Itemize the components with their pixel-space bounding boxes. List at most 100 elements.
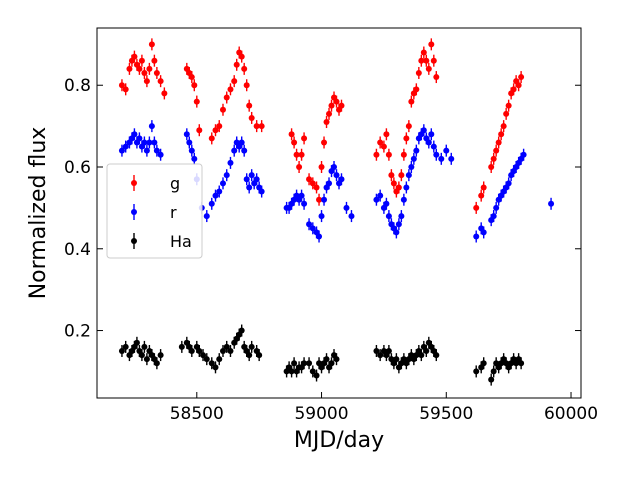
- point-g-31: [238, 50, 245, 63]
- point-r-1: [122, 140, 129, 153]
- point-g-10: [146, 62, 153, 75]
- point-Ha-1: [122, 340, 129, 353]
- point-r-0: [118, 144, 125, 157]
- point-g-96: [518, 71, 525, 84]
- point-r-49: [309, 222, 316, 235]
- point-r-4: [131, 128, 138, 141]
- point-r-106: [520, 148, 527, 161]
- point-Ha-65: [393, 353, 400, 366]
- x-tick-label-60000: 60000: [544, 404, 598, 424]
- point-g-91: [505, 99, 512, 112]
- point-g-69: [405, 120, 412, 133]
- point-Ha-25: [216, 353, 223, 366]
- point-g-14: [157, 75, 164, 88]
- point-g-54: [333, 95, 340, 108]
- point-Ha-97: [518, 357, 525, 370]
- point-Ha-7: [138, 349, 145, 362]
- point-Ha-86: [490, 365, 497, 378]
- point-Ha-53: [323, 353, 330, 366]
- point-g-26: [223, 91, 230, 104]
- point-g-48: [318, 161, 325, 174]
- point-g-39: [291, 136, 298, 149]
- point-r-9: [143, 144, 150, 157]
- point-r-74: [403, 181, 410, 194]
- point-g-74: [418, 54, 425, 67]
- point-g-77: [425, 62, 432, 75]
- point-r-33: [243, 173, 250, 186]
- point-g-36: [253, 120, 260, 133]
- series-g: [118, 38, 525, 214]
- point-r-17: [188, 144, 195, 157]
- point-r-71: [395, 218, 402, 231]
- point-g-70: [408, 95, 415, 108]
- point-g-40: [293, 148, 300, 161]
- point-Ha-9: [143, 353, 150, 366]
- x-tick-label-58500: 58500: [170, 404, 224, 424]
- point-r-35: [248, 169, 255, 182]
- point-Ha-13: [153, 357, 160, 370]
- point-r-55: [326, 177, 333, 190]
- point-g-43: [301, 132, 308, 145]
- point-Ha-26: [219, 344, 226, 357]
- point-g-93: [510, 83, 517, 96]
- point-r-11: [148, 120, 155, 133]
- point-r-32: [241, 144, 248, 157]
- point-g-89: [500, 120, 507, 133]
- point-Ha-82: [473, 365, 480, 378]
- point-g-35: [248, 111, 255, 124]
- point-r-84: [428, 128, 435, 141]
- point-r-62: [348, 210, 355, 223]
- point-Ha-28: [227, 344, 234, 357]
- point-r-14: [157, 148, 164, 161]
- point-r-48: [306, 218, 313, 231]
- point-g-19: [191, 79, 198, 92]
- point-g-27: [227, 83, 234, 96]
- point-g-37: [258, 120, 265, 133]
- point-r-57: [331, 161, 338, 174]
- legend-label-g: g: [170, 174, 180, 193]
- point-g-67: [400, 148, 407, 161]
- point-g-83: [480, 181, 487, 194]
- point-g-12: [151, 54, 158, 67]
- point-r-12: [151, 136, 158, 149]
- point-Ha-15: [178, 340, 185, 353]
- point-r-10: [146, 136, 153, 149]
- point-r-107: [548, 197, 555, 210]
- series-Ha: [118, 324, 525, 386]
- point-r-63: [373, 193, 380, 206]
- data-points: [118, 38, 555, 386]
- point-r-83: [425, 136, 432, 149]
- point-g-51: [326, 107, 333, 120]
- point-g-22: [208, 132, 215, 145]
- point-r-86: [433, 148, 440, 161]
- point-r-75: [405, 169, 412, 182]
- point-g-9: [143, 75, 150, 88]
- point-Ha-55: [328, 357, 335, 370]
- point-g-80: [433, 71, 440, 84]
- point-Ha-41: [288, 365, 295, 378]
- point-r-67: [385, 210, 392, 223]
- point-g-61: [385, 148, 392, 161]
- point-Ha-18: [188, 344, 195, 357]
- legend-entry-r: r: [131, 203, 177, 222]
- point-Ha-75: [418, 349, 425, 362]
- point-g-20: [193, 95, 200, 108]
- point-g-11: [148, 38, 155, 51]
- point-g-46: [313, 181, 320, 194]
- point-Ha-42: [291, 357, 298, 370]
- point-g-68: [403, 132, 410, 145]
- point-g-62: [388, 169, 395, 182]
- point-g-50: [323, 116, 330, 129]
- point-g-76: [423, 54, 430, 67]
- point-g-25: [219, 103, 226, 116]
- point-Ha-47: [306, 357, 313, 370]
- point-Ha-32: [238, 324, 245, 337]
- point-g-82: [478, 189, 485, 202]
- point-r-22: [208, 197, 215, 210]
- point-g-75: [420, 46, 427, 59]
- legend-entry-Ha: Ha: [131, 232, 192, 251]
- point-Ha-58: [373, 344, 380, 357]
- point-r-72: [398, 210, 405, 223]
- point-Ha-20: [196, 344, 203, 357]
